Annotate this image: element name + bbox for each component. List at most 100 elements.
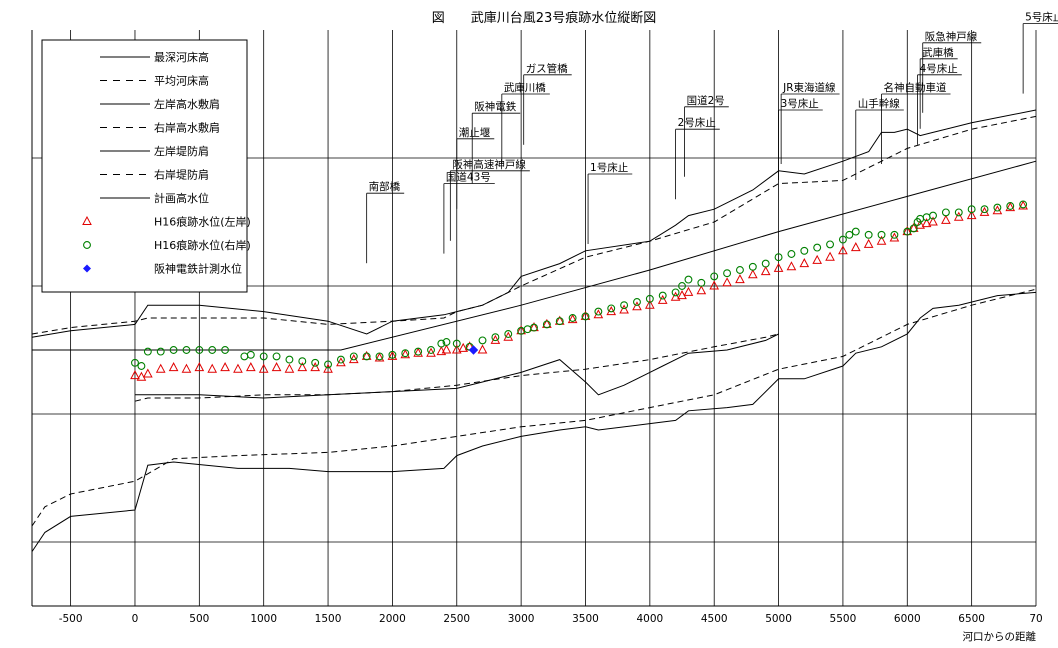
chart-title: 図 武庫川台風23号痕跡水位縦断図	[432, 10, 657, 26]
data-point-circle	[735, 266, 744, 274]
data-point-circle	[491, 333, 500, 342]
annotation-label: 3号床止	[781, 97, 819, 110]
data-point-triangle	[451, 344, 462, 354]
data-point-circle	[452, 339, 461, 348]
data-point-circle	[787, 250, 796, 258]
annotation-i3553f75e8a6b62: 5号床止	[1022, 11, 1058, 94]
data-point-circle	[504, 330, 513, 338]
data-point-triangle	[747, 269, 758, 279]
data-point-circle	[240, 352, 249, 361]
data-point-triangle	[233, 363, 243, 373]
x-tick-label: 2000	[379, 613, 406, 625]
data-point-circle	[542, 320, 551, 329]
legend-label: 計画高水位	[154, 191, 209, 205]
data-point-circle	[748, 262, 757, 271]
data-point-triangle	[722, 277, 732, 287]
x-tick-label: 5500	[830, 613, 857, 625]
legend-item: 最深河床高	[100, 50, 209, 64]
data-point-circle	[909, 224, 918, 233]
annotation-label: 南部橋	[369, 180, 401, 193]
data-point-circle	[523, 325, 532, 334]
annotation-i6b665eab5ddd6a4b: 武庫川橋	[501, 81, 550, 164]
data-point-triangle	[400, 349, 411, 359]
x-tick-label: 500	[189, 613, 209, 625]
data-point-triangle	[786, 261, 797, 271]
data-point-circle	[671, 288, 680, 297]
data-point-circle	[336, 355, 345, 364]
legend-item: 左岸堤防肩	[100, 144, 209, 158]
data-point-triangle	[838, 245, 848, 255]
legend-label: 最深河床高	[154, 50, 209, 64]
data-point-circle	[568, 314, 577, 322]
data-point-circle	[903, 227, 912, 236]
legend-label: 左岸堤防肩	[154, 144, 209, 158]
data-point-triangle	[760, 266, 771, 276]
x-tick-label: 4500	[701, 613, 728, 625]
series-line	[134, 333, 779, 402]
annotation-i3153f75e8a6b62: 1号床止	[587, 161, 633, 244]
data-point-triangle	[413, 347, 423, 357]
annotation-label: 名神自動車道	[884, 81, 947, 94]
data-point-circle	[375, 352, 384, 361]
data-point-circle	[182, 346, 191, 354]
data-point-circle	[259, 352, 268, 361]
data-point-circle	[993, 203, 1002, 212]
data-point-circle	[967, 205, 976, 214]
data-point-circle	[633, 298, 641, 306]
data-point-triangle	[735, 274, 745, 284]
annotation-i3353f75e8a6b62: 3号床止	[778, 97, 823, 180]
data-point-circle	[555, 317, 564, 326]
data-point-triangle	[194, 362, 205, 372]
data-point-circle	[826, 240, 835, 249]
legend-label: H16痕跡水位(左岸)	[154, 215, 251, 229]
series-line	[135, 333, 779, 399]
annotation-label: 山手幹線	[858, 97, 900, 110]
data-point-triangle	[677, 290, 687, 300]
x-axis-label: 河口からの距離	[963, 630, 1037, 643]
annotation-label: 阪急神戸線	[925, 30, 978, 43]
x-tick-label: 1000	[250, 613, 277, 625]
series-1	[31, 288, 1037, 527]
data-point-circle	[1006, 202, 1015, 210]
data-point-triangle	[921, 218, 932, 228]
annotations-layer: 湾岸線南部橋国道43号阪神高速神戸線潮止堰阪神電鉄武庫川橋ガス管橋1号床止国道2…	[147, 11, 1058, 292]
data-point-circle	[813, 243, 822, 252]
series-5	[31, 115, 1037, 335]
data-point-triangle	[567, 314, 578, 324]
data-point-circle	[800, 246, 809, 255]
annotation-label: 阪神高速神戸線	[452, 158, 526, 171]
x-tick-label: 5000	[765, 613, 792, 625]
annotation-i962a6025795e6238: 阪急神戸線	[922, 30, 982, 113]
data-point-circle	[311, 358, 320, 367]
x-tick-label: 0	[132, 613, 139, 625]
legend-item: 左岸高水敷肩	[100, 97, 220, 111]
data-point-circle	[607, 304, 616, 313]
data-point-circle	[980, 205, 989, 214]
data-point-circle	[678, 282, 686, 290]
data-point-triangle	[374, 352, 385, 362]
data-point-triangle	[850, 242, 861, 252]
annotation-label: ガス管橋	[526, 62, 568, 75]
legend-box	[41, 39, 248, 293]
data-point-triangle	[155, 363, 166, 373]
x-tick-label: 2500	[443, 613, 470, 625]
data-point-circle	[169, 346, 178, 354]
data-point-circle	[208, 346, 217, 354]
data-point-circle	[697, 278, 706, 287]
data-point-triangle	[773, 262, 784, 272]
data-point-circle	[645, 294, 654, 303]
data-point-triangle	[632, 301, 642, 311]
data-point-circle	[285, 355, 294, 364]
legend-label: 左岸高水敷肩	[154, 97, 220, 111]
annotation-label: 阪神電鉄	[474, 100, 516, 113]
legend-item: H16痕跡水位(左岸)	[82, 215, 251, 229]
data-point-diamond	[468, 345, 479, 355]
annotation-i56fd90533253f7: 国道2号	[684, 94, 729, 177]
data-point-circle	[143, 347, 152, 356]
data-point-triangle	[799, 258, 810, 268]
annotation-label: 1号床止	[590, 161, 628, 174]
data-point-circle	[929, 211, 937, 220]
data-point-triangle	[310, 362, 321, 372]
x-tick-label: 1500	[315, 613, 342, 625]
legend-item: 計画高水位	[100, 191, 209, 205]
